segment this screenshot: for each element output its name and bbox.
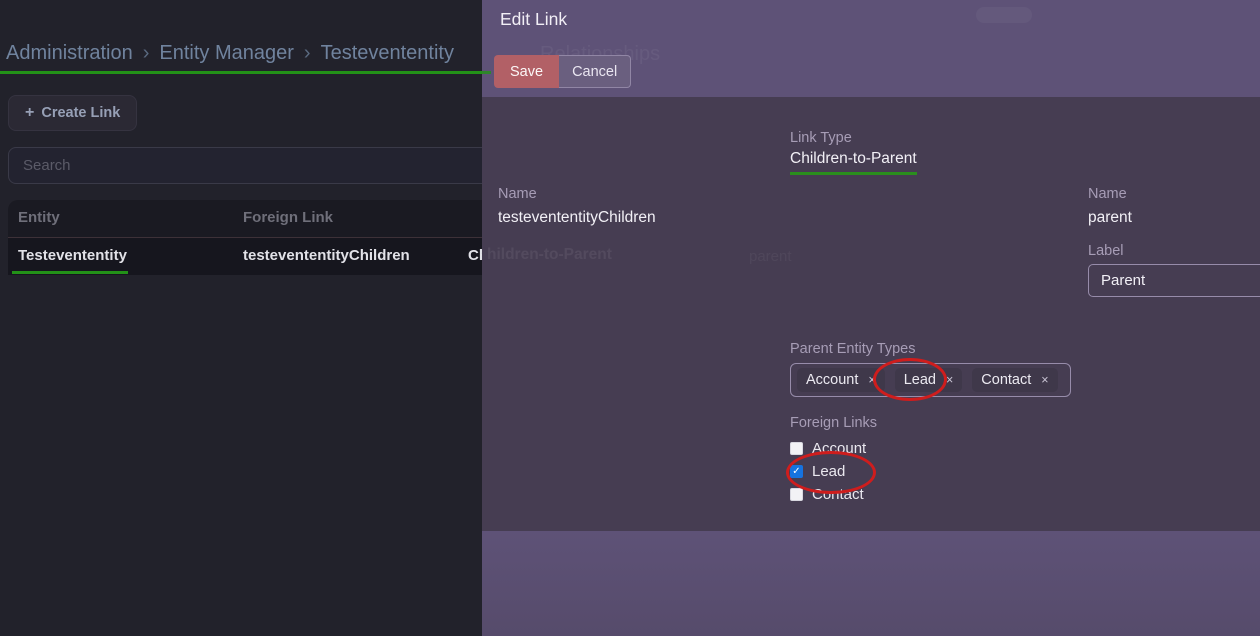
remove-tag-icon[interactable]: × <box>868 373 876 387</box>
tag-contact[interactable]: Contact × <box>972 368 1058 392</box>
links-table-header: Entity Foreign Link <box>8 200 482 237</box>
name-right-label: Name <box>1088 186 1127 202</box>
modal-header: Relationships Edit Link Save Cancel <box>482 0 1260 97</box>
checkbox-contact[interactable]: ✓ <box>790 487 803 501</box>
create-link-label: Create Link <box>41 105 121 121</box>
search-box <box>8 147 482 184</box>
cell-foreign-link: testevententityChildren <box>243 247 410 264</box>
tag-account[interactable]: Account × <box>797 368 885 392</box>
modal-body: hildren-to-Parent parent Link Type Child… <box>482 97 1260 531</box>
column-header-entity: Entity <box>18 209 60 226</box>
name-right-value: parent <box>1088 209 1132 226</box>
tag-label: Contact <box>981 372 1032 388</box>
name-left-label: Name <box>498 186 537 202</box>
link-type-label: Link Type <box>790 130 852 146</box>
ghost-navbar-pill <box>976 7 1032 23</box>
breadcrumb-entity[interactable]: Testevententity <box>320 42 454 64</box>
breadcrumb-administration[interactable]: Administration <box>6 42 133 64</box>
remove-tag-icon[interactable]: × <box>945 373 954 387</box>
save-button[interactable]: Save <box>494 55 560 88</box>
label-field-label: Label <box>1088 243 1124 259</box>
foreign-links-label: Foreign Links <box>790 415 878 431</box>
links-table: Entity Foreign Link Testevententity test… <box>8 200 482 275</box>
parent-entity-types-label: Parent Entity Types <box>790 341 916 357</box>
cell-entity: Testevententity <box>18 247 127 264</box>
create-link-button[interactable]: + Create Link <box>8 95 138 131</box>
annotation-underline-tail <box>482 71 491 74</box>
modal-title: Edit Link <box>500 9 568 29</box>
tag-label: Account <box>806 372 859 388</box>
ghost-row-link-type: hildren-to-Parent <box>487 246 612 263</box>
annotation-underline-breadcrumb <box>0 71 482 74</box>
ghost-word: parent <box>749 248 792 265</box>
checkbox-account[interactable]: ✓ <box>790 441 803 455</box>
edit-link-modal: Relationships Edit Link Save Cancel hild… <box>482 0 1260 636</box>
name-left-value: testevententityChildren <box>498 209 656 226</box>
column-header-foreign-link: Foreign Link <box>243 209 333 226</box>
entity-manager-page: Administration › Entity Manager › Testevente… <box>0 0 482 636</box>
breadcrumb-separator: › <box>303 42 311 64</box>
search-input[interactable] <box>9 148 482 183</box>
breadcrumb-entity-manager[interactable]: Entity Manager <box>159 42 294 64</box>
table-row[interactable]: Testevententity testevententityChildren … <box>8 237 482 275</box>
cancel-button[interactable]: Cancel <box>559 55 632 88</box>
link-type-value: Children-to-Parent <box>790 150 917 175</box>
annotation-circle-lead-checkbox <box>786 451 876 494</box>
dimmed-backdrop-below-modal <box>482 531 1260 636</box>
cell-link-type-clipped: Children-to-Parent <box>468 247 482 264</box>
annotation-underline-entity <box>12 271 128 274</box>
breadcrumb: Administration › Entity Manager › Testevente… <box>6 42 454 65</box>
breadcrumb-separator: › <box>142 42 150 64</box>
plus-icon: + <box>25 104 35 121</box>
modal-button-group: Save Cancel <box>494 55 632 88</box>
remove-tag-icon[interactable]: × <box>1041 373 1049 387</box>
label-input[interactable] <box>1088 264 1260 297</box>
annotation-circle-lead-tag <box>873 358 947 401</box>
